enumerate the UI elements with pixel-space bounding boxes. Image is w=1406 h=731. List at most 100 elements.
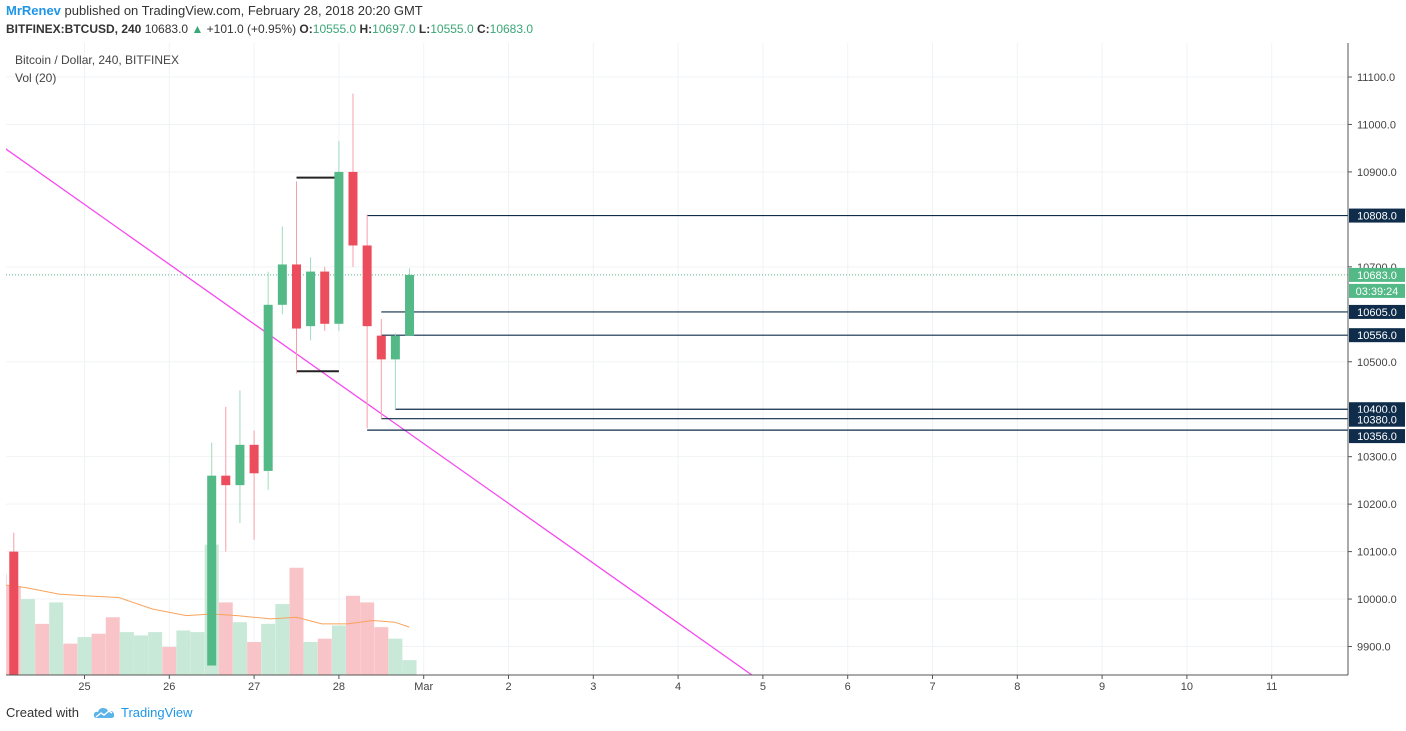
volume-bar	[162, 646, 177, 675]
time-tick-label: 5	[760, 681, 766, 693]
last-price-tag-bg	[1349, 267, 1405, 282]
candle-body	[292, 264, 301, 329]
volume-legend: Vol (20)	[15, 71, 57, 85]
tradingview-link[interactable]: TradingView	[85, 705, 193, 720]
candle-body	[306, 271, 316, 327]
volume-bar	[345, 595, 360, 675]
volume-bar	[331, 625, 346, 675]
volume-bar	[360, 602, 375, 675]
time-tick-label: 28	[333, 681, 345, 693]
level-price-tag: 10380.0	[1357, 415, 1397, 427]
open-value: 10555.0	[312, 22, 357, 36]
high-label: H:	[359, 22, 373, 36]
time-tick-label: 9	[1099, 681, 1105, 693]
level-price-tag-bg	[1349, 208, 1405, 223]
high-value: 10697.0	[372, 22, 416, 36]
time-tick-label: 6	[845, 681, 851, 693]
level-price-tag-bg	[1349, 304, 1405, 319]
price-tick-label: 11100.0	[1357, 72, 1395, 84]
price-chart[interactable]: 9900.0 10000.0 10100.0 10200.0 10300.0 10500.…	[6, 43, 1406, 693]
level-price-tag-bg	[1349, 429, 1405, 444]
tradingview-brand: TradingView	[120, 705, 193, 720]
volume-bar	[218, 602, 233, 675]
time-tick-label: 3	[590, 681, 596, 693]
ohlc-bar: BITFINEX:BTCUSD, 240 10683.0 ▲ +101.0 (+…	[6, 22, 533, 36]
volume-bar	[176, 630, 191, 675]
close-value: 10683.0	[489, 22, 534, 36]
publish-header: MrRenev published on TradingView.com, Fe…	[6, 3, 423, 18]
price-tick-label: 10200.0	[1357, 499, 1397, 511]
price-tick-label: 10100.0	[1357, 547, 1397, 559]
time-tick-label: 8	[1014, 681, 1020, 693]
tradingview-cloud-icon	[93, 707, 115, 718]
price-tick-label: 11000.0	[1357, 119, 1396, 131]
level-price-tag: 10356.0	[1357, 431, 1397, 443]
footer: Created with TradingView	[6, 705, 193, 720]
time-tick-label: 7	[929, 681, 935, 693]
chart-area[interactable]: 9900.0 10000.0 10100.0 10200.0 10300.0 10500.…	[6, 43, 1406, 693]
chart-legend-title: Bitcoin / Dollar, 240, BITFINEX	[15, 53, 180, 67]
volume-bar	[63, 643, 78, 675]
candle-body	[235, 444, 245, 486]
level-price-tag-bg	[1349, 328, 1405, 343]
candle-body	[376, 335, 386, 360]
volume-bar	[20, 599, 35, 675]
level-price-tag: 10605.0	[1357, 307, 1397, 319]
change-value: +101.0 (+0.95%)	[206, 22, 297, 36]
last-price: 10683.0	[144, 22, 189, 36]
volume-bar	[77, 637, 92, 675]
volume-bar	[105, 617, 120, 675]
close-label: C:	[476, 22, 490, 36]
time-tick-label: 2	[505, 681, 511, 693]
volume-bar	[388, 638, 403, 675]
volume-bar	[402, 660, 417, 675]
author-link[interactable]: MrRenev	[6, 3, 61, 18]
volume-bar	[91, 633, 106, 675]
level-price-tag: 10808.0	[1357, 211, 1397, 223]
candle-body	[263, 304, 273, 471]
price-tick-label: 10000.0	[1357, 594, 1397, 606]
level-price-tag: 10556.0	[1357, 330, 1397, 342]
candle-body	[249, 444, 259, 474]
time-tick-label: 10	[1181, 681, 1193, 693]
price-tick-label: 10300.0	[1357, 452, 1397, 464]
price-tick-label: 10500.0	[1357, 357, 1397, 369]
time-tick-label: 11	[1266, 681, 1277, 693]
open-label: O:	[299, 22, 313, 36]
volume-bar	[275, 604, 290, 675]
volume-bar	[317, 638, 332, 675]
volume-bar	[232, 622, 247, 675]
volume-bar	[148, 632, 163, 675]
candle-body	[320, 271, 330, 324]
candle-body	[362, 245, 372, 327]
last-price-tag: 10683.0	[1357, 270, 1397, 282]
up-triangle-icon: ▲	[191, 22, 204, 36]
volume-bar	[133, 635, 148, 675]
countdown-bg	[1349, 283, 1405, 298]
created-with-label: Created with	[6, 705, 79, 720]
candle-body	[405, 274, 415, 336]
volume-bar	[35, 623, 50, 675]
countdown-label: 03:39:24	[1356, 286, 1399, 298]
volume-ma-line	[6, 584, 410, 628]
volume-bar	[374, 627, 389, 675]
time-tick-label: 27	[248, 681, 260, 693]
low-label: L:	[418, 22, 431, 36]
volume-bar	[303, 642, 318, 675]
volume-bar	[190, 632, 205, 675]
time-tick-label: 4	[675, 681, 681, 693]
volume-bar	[49, 602, 64, 675]
candle-body	[9, 551, 19, 675]
volume-bar	[261, 623, 276, 675]
candle-body	[348, 171, 358, 246]
time-tick-label: 26	[163, 681, 175, 693]
candle-body	[277, 264, 287, 305]
candle-body	[390, 335, 400, 360]
publish-info: published on TradingView.com, February 2…	[64, 3, 423, 18]
level-price-tag-bg	[1349, 412, 1405, 427]
price-tick-label: 9900.0	[1357, 642, 1391, 654]
time-tick-label: 25	[78, 681, 90, 693]
trend-line	[6, 148, 753, 675]
low-value: 10555.0	[430, 22, 474, 36]
symbol-label: BITFINEX:BTCUSD, 240	[6, 22, 142, 36]
